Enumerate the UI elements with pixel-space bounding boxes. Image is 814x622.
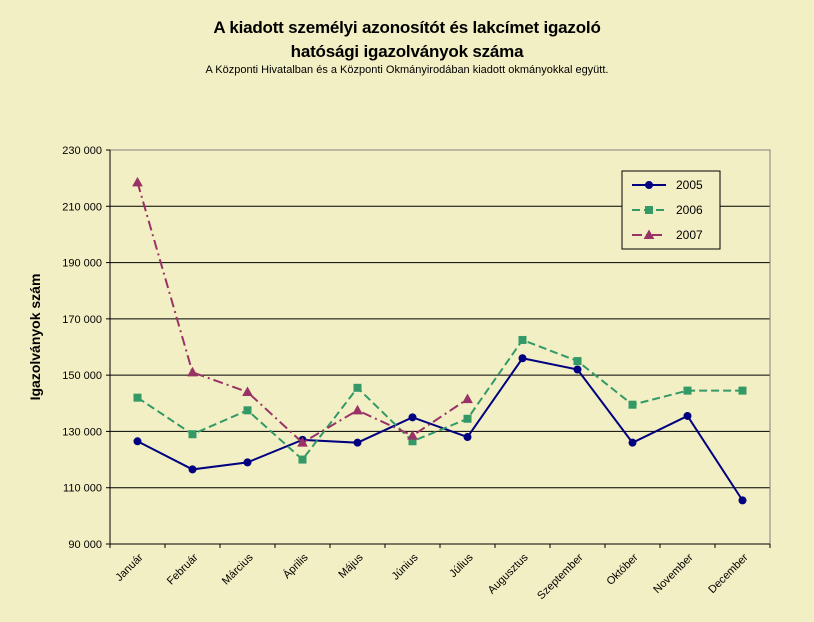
y-axis: 90 000 110 000 130 000 150 000 170 000 190 00… <box>62 145 111 551</box>
data-point-2005 <box>353 438 362 447</box>
x-tick-label: Március <box>220 551 256 587</box>
x-tick-label: Augusztus <box>486 551 531 596</box>
data-point-2005 <box>463 433 472 442</box>
data-point-2005 <box>133 437 142 446</box>
x-tick-label: Július <box>447 551 476 580</box>
data-point-2006 <box>243 406 252 415</box>
legend-marker <box>643 229 655 239</box>
data-point-2007 <box>352 404 363 415</box>
series-line-2005 <box>137 357 744 501</box>
data-point-2007 <box>242 386 253 397</box>
series-line-2006 <box>136 338 743 462</box>
data-point-2005 <box>683 411 692 420</box>
data-point-2007 <box>132 176 143 187</box>
y-tick-label: 230 000 <box>62 145 102 157</box>
data-point-2006 <box>518 335 527 344</box>
series-2007 <box>132 176 473 447</box>
series-group <box>132 176 747 505</box>
x-tick-label: November <box>651 551 696 596</box>
data-point-2005 <box>188 465 197 474</box>
y-axis-label: Igazolványok szám <box>27 274 43 401</box>
chart-title-line-2: hatósági igazolványok száma <box>290 42 524 61</box>
data-point-2005 <box>243 458 252 467</box>
y-tick-label: 150 000 <box>62 370 102 382</box>
y-tick-label: 130 000 <box>62 426 102 438</box>
x-tick-label: Október <box>604 551 640 587</box>
x-tick-label: Szeptember <box>535 551 586 602</box>
legend-marker <box>645 206 653 214</box>
data-point-2005 <box>408 413 417 422</box>
y-tick-label: 170 000 <box>62 314 102 326</box>
y-tick-label: 110 000 <box>63 483 102 495</box>
series-2006 <box>133 335 747 464</box>
x-axis: Január Február Március Április Május Június Jú… <box>109 543 771 602</box>
data-point-2007 <box>462 393 473 404</box>
data-point-2006 <box>133 393 142 402</box>
x-tick-label: Május <box>336 551 366 581</box>
data-point-2005 <box>628 438 637 447</box>
data-point-2007 <box>187 366 198 377</box>
data-point-2005 <box>738 496 747 505</box>
x-tick-label: Április <box>280 551 311 582</box>
chart-title-line-1: A kiadott személyi azonosítót és lakcíme… <box>213 18 601 37</box>
legend-item-2006: 2006 <box>632 203 703 217</box>
legend-label: 2007 <box>676 228 703 242</box>
data-point-2006 <box>628 400 637 409</box>
series-line-2007 <box>136 182 469 444</box>
data-point-2005 <box>573 365 582 374</box>
legend-marker <box>645 181 653 189</box>
data-point-2006 <box>188 430 197 439</box>
data-point-2007 <box>297 437 308 447</box>
data-point-2006 <box>353 383 362 392</box>
x-tick-label: December <box>706 551 751 596</box>
data-point-2006 <box>463 414 472 423</box>
data-point-2007 <box>407 430 418 440</box>
legend-label: 2006 <box>676 203 703 217</box>
y-tick-label: 190 000 <box>62 258 102 270</box>
legend: 2005 2006 2007 <box>621 170 721 250</box>
chart-title: A kiadott személyi azonosítót és lakcíme… <box>0 16 814 64</box>
x-tick-label: Január <box>113 551 146 584</box>
x-tick-label: Június <box>390 551 421 582</box>
data-point-2006 <box>573 357 582 366</box>
data-point-2006 <box>738 386 747 395</box>
legend-item-2007: 2007 <box>632 228 703 242</box>
y-tick-label: 90 000 <box>68 539 102 551</box>
y-tick-label: 210 000 <box>62 201 102 213</box>
legend-label: 2005 <box>676 178 703 192</box>
data-point-2006 <box>683 386 692 395</box>
x-tick-label: Február <box>165 551 201 587</box>
legend-item-2005: 2005 <box>632 178 703 192</box>
data-point-2005 <box>518 354 527 363</box>
data-point-2006 <box>298 455 307 464</box>
chart-subtitle: A Központi Hivatalban és a Központi Okmá… <box>205 64 609 76</box>
grid-lines <box>110 205 770 489</box>
